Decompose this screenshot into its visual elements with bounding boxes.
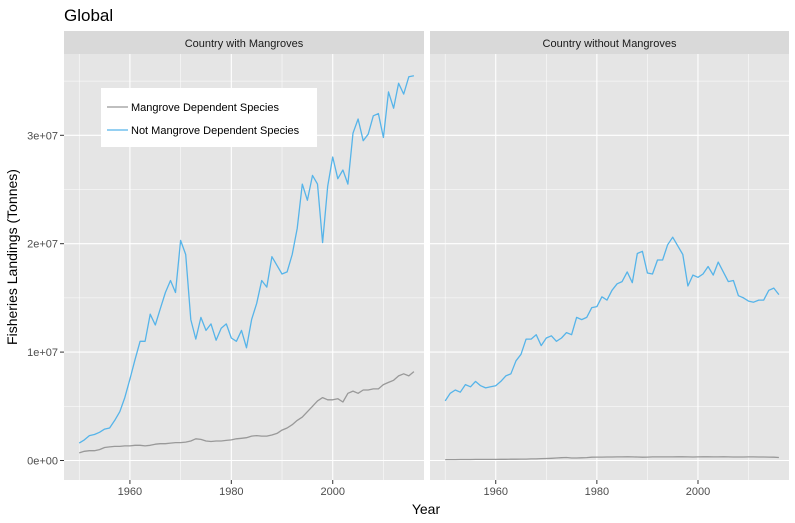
chart-title: Global xyxy=(64,6,113,25)
x-tick-label: 1960 xyxy=(118,486,142,498)
legend-label-not-mangrove: Not Mangrove Dependent Species xyxy=(131,125,300,137)
legend-label-mangrove: Mangrove Dependent Species xyxy=(131,102,279,114)
y-axis: 0e+00 1e+07 2e+07 3e+07 xyxy=(27,130,64,467)
panel-without-mangroves: Country without Mangroves xyxy=(430,31,789,480)
y-tick-label: 1e+07 xyxy=(27,347,58,359)
series-line xyxy=(444,236,780,402)
panel-strip xyxy=(64,31,424,54)
x-tick-label: 2000 xyxy=(320,486,344,498)
y-tick-label: 3e+07 xyxy=(27,130,58,142)
x-tick-label: 2000 xyxy=(686,486,710,498)
legend-background xyxy=(101,88,317,147)
panel-strip-label: Country without Mangroves xyxy=(543,38,677,50)
y-tick-label: 2e+07 xyxy=(27,239,58,251)
x-axis-title: Year xyxy=(412,501,441,517)
series-line xyxy=(445,456,779,461)
panel-strip-label: Country with Mangroves xyxy=(185,38,304,50)
y-axis-title: Fisheries Landings (Tonnes) xyxy=(4,169,20,345)
y-tick-label: 0e+00 xyxy=(27,455,58,467)
panel-strip xyxy=(430,31,789,54)
x-tick-label: 1980 xyxy=(219,486,243,498)
series-line xyxy=(78,75,415,444)
x-tick-label: 1960 xyxy=(483,486,507,498)
panel-background xyxy=(430,54,789,480)
series-line xyxy=(79,371,415,454)
legend: Mangrove Dependent Species Not Mangrove … xyxy=(101,88,317,147)
x-tick-label: 1980 xyxy=(585,486,609,498)
x-axis: 1960 1980 2000 1960 1980 2000 xyxy=(118,480,710,498)
